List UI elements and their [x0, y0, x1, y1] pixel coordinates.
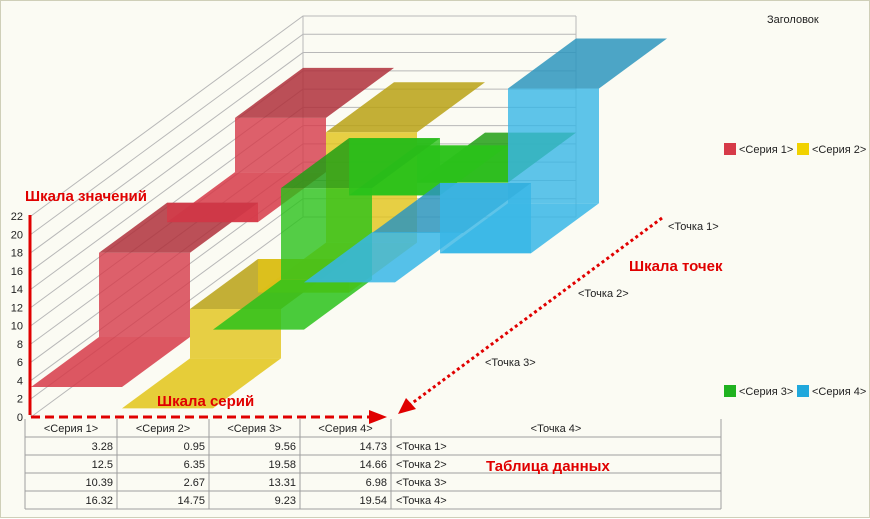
legend-swatch-series-1: [724, 143, 736, 155]
legend-swatch-series-3: [724, 385, 736, 397]
table-row-label: <Точка 4>: [396, 495, 447, 507]
point-scale-arrow: [410, 216, 663, 406]
table-cell: 10.39: [85, 477, 113, 489]
table-cell: 13.31: [268, 477, 296, 489]
table-cell: 19.58: [268, 459, 296, 471]
y-tick-label: 6: [17, 357, 23, 369]
table-header-cell: <Точка 4>: [531, 423, 582, 435]
table-cell: 14.73: [359, 441, 387, 453]
y-tick-label: 10: [11, 321, 23, 333]
legend-swatch-series-4: [797, 385, 809, 397]
point-axis-label-1: <Точка 1>: [668, 221, 719, 233]
annotations: [28, 215, 663, 424]
table-header-cell: <Серия 4>: [318, 423, 372, 435]
table-cell: 9.23: [275, 495, 296, 507]
table-cell: 6.35: [184, 459, 205, 471]
table-row-label: <Точка 1>: [396, 441, 447, 453]
series-band: [440, 183, 531, 254]
y-tick-label: 4: [17, 375, 23, 387]
series-band: [235, 117, 326, 173]
table-cell: 16.32: [85, 495, 113, 507]
y-tick-label: 8: [17, 339, 23, 351]
chart-title: Заголовок: [767, 14, 819, 26]
legend-bottom: <Серия 3> <Серия 4>: [724, 385, 866, 398]
series-band: [99, 252, 190, 338]
table-header-cell: <Серия 2>: [136, 423, 190, 435]
point-axis-label-3: <Точка 3>: [485, 357, 536, 369]
y-tick-label: 20: [11, 229, 23, 241]
table-cell: 12.5: [92, 459, 113, 471]
y-tick-label: 2: [17, 394, 23, 406]
series-band: [235, 67, 394, 118]
y-tick-label: 14: [11, 284, 23, 296]
data-table: <Серия 1> <Серия 2> <Серия 3> <Серия 4> <Точ…: [24, 419, 722, 510]
y-tick-label: 18: [11, 248, 23, 260]
legend-label-series-4: <Серия 4>: [812, 386, 866, 398]
annotation-data-table: Таблица данных: [486, 458, 610, 475]
annotation-series-scale: Шкала серий: [157, 393, 254, 410]
legend-swatch-series-2: [797, 143, 809, 155]
table-row-label: <Точка 3>: [396, 477, 447, 489]
series-band: [326, 82, 485, 133]
table-cell: 2.67: [184, 477, 205, 489]
table-cell: 14.75: [177, 495, 205, 507]
table-cell: 19.54: [359, 495, 387, 507]
y-tick-label: 16: [11, 266, 23, 278]
point-axis-label-2: <Точка 2>: [578, 288, 629, 300]
y-tick-label: 12: [11, 302, 23, 314]
legend-label-series-1: <Серия 1>: [739, 144, 793, 156]
legend-label-series-2: <Серия 2>: [812, 144, 866, 156]
legend-top: <Серия 1> <Серия 2>: [724, 143, 866, 156]
series-band: [167, 202, 258, 223]
table-cell: 6.98: [366, 477, 387, 489]
series-band: [508, 88, 599, 204]
legend-label-series-3: <Серия 3>: [739, 386, 793, 398]
series-band: [213, 279, 372, 330]
point-arrow-head: [398, 398, 416, 414]
y-tick-label: 22: [11, 211, 23, 223]
table-row-label: <Точка 2>: [396, 459, 447, 471]
series-band: [304, 232, 463, 283]
table-cell: 9.56: [275, 441, 296, 453]
series-band: [122, 358, 281, 409]
table-header-cell: <Серия 3>: [227, 423, 281, 435]
series-band: [508, 38, 667, 89]
table-cell: 0.95: [184, 441, 205, 453]
series-band: [349, 138, 440, 196]
series-band: [31, 337, 190, 388]
table-header-cell: <Серия 1>: [44, 423, 98, 435]
annotation-point-scale: Шкала точек: [629, 258, 723, 275]
series-arrow-head: [369, 410, 387, 424]
y-tick-label: 0: [17, 412, 23, 424]
series-bands: [31, 38, 667, 409]
annotation-value-scale: Шкала значений: [25, 188, 147, 205]
table-cell: 14.66: [359, 459, 387, 471]
table-cell: 3.28: [92, 441, 113, 453]
series-band: [372, 232, 463, 234]
